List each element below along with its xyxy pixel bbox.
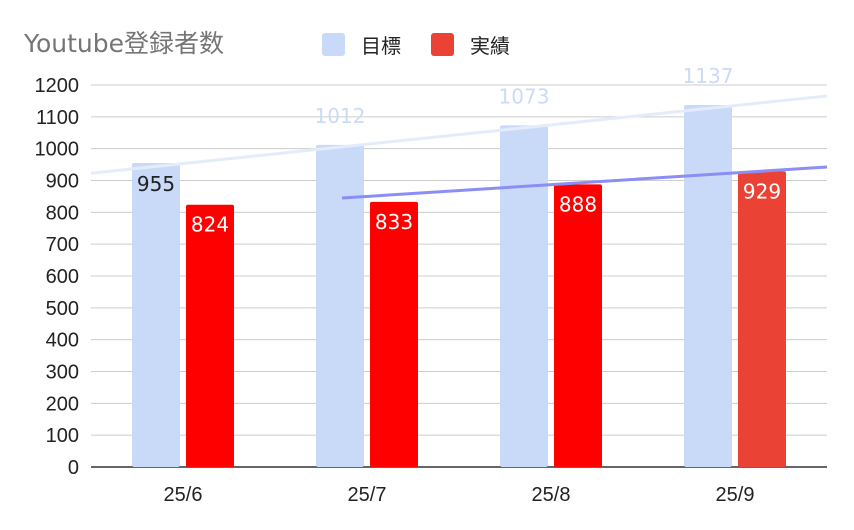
data-label-actual: 888 bbox=[559, 192, 597, 216]
y-tick-label: 1200 bbox=[35, 75, 80, 97]
bar-actual bbox=[186, 204, 234, 467]
legend-label-target: 目標 bbox=[361, 34, 401, 58]
data-label-target: 1012 bbox=[315, 104, 366, 128]
bar-actual bbox=[554, 184, 602, 467]
y-tick-label: 100 bbox=[46, 425, 79, 447]
data-label-target: 1137 bbox=[683, 64, 734, 88]
data-label-target: 955 bbox=[137, 172, 175, 196]
bar-actual bbox=[370, 201, 418, 467]
legend-item-target[interactable]: 目標 bbox=[322, 30, 401, 59]
x-tick-label: 25/9 bbox=[716, 484, 755, 506]
y-tick-label: 1000 bbox=[35, 139, 80, 161]
data-label-actual: 929 bbox=[743, 179, 781, 203]
trendline-actual bbox=[341, 165, 828, 200]
x-tick-label: 25/8 bbox=[532, 484, 571, 506]
bar-target bbox=[132, 162, 180, 467]
data-label-target: 1073 bbox=[499, 84, 550, 108]
bar-target bbox=[684, 105, 732, 468]
legend-label-actual: 実績 bbox=[470, 34, 510, 58]
legend-swatch-actual bbox=[431, 33, 454, 56]
y-tick-label: 700 bbox=[46, 234, 79, 256]
y-tick-label: 900 bbox=[46, 171, 79, 193]
x-tick-label: 25/7 bbox=[348, 484, 387, 506]
bar-target bbox=[500, 125, 548, 467]
legend: 目標 実績 bbox=[322, 30, 540, 59]
data-label-actual: 833 bbox=[375, 210, 413, 234]
y-tick-label: 300 bbox=[46, 362, 79, 384]
legend-item-actual[interactable]: 実績 bbox=[431, 30, 510, 59]
bar-target bbox=[316, 144, 364, 467]
y-tick-label: 600 bbox=[46, 266, 79, 288]
y-tick-label: 400 bbox=[46, 330, 79, 352]
y-tick-label: 1100 bbox=[36, 107, 79, 129]
chart-title: Youtube登録者数 bbox=[24, 29, 224, 58]
bar-actual bbox=[738, 171, 786, 468]
y-tick-label: 500 bbox=[46, 298, 79, 320]
y-tick-label: 800 bbox=[46, 202, 79, 224]
y-tick-label: 0 bbox=[68, 457, 79, 479]
y-tick-label: 200 bbox=[46, 393, 79, 415]
x-tick-label: 25/6 bbox=[164, 484, 203, 506]
trendline-target bbox=[90, 94, 828, 175]
legend-swatch-target bbox=[322, 33, 345, 56]
data-label-actual: 824 bbox=[191, 213, 229, 237]
